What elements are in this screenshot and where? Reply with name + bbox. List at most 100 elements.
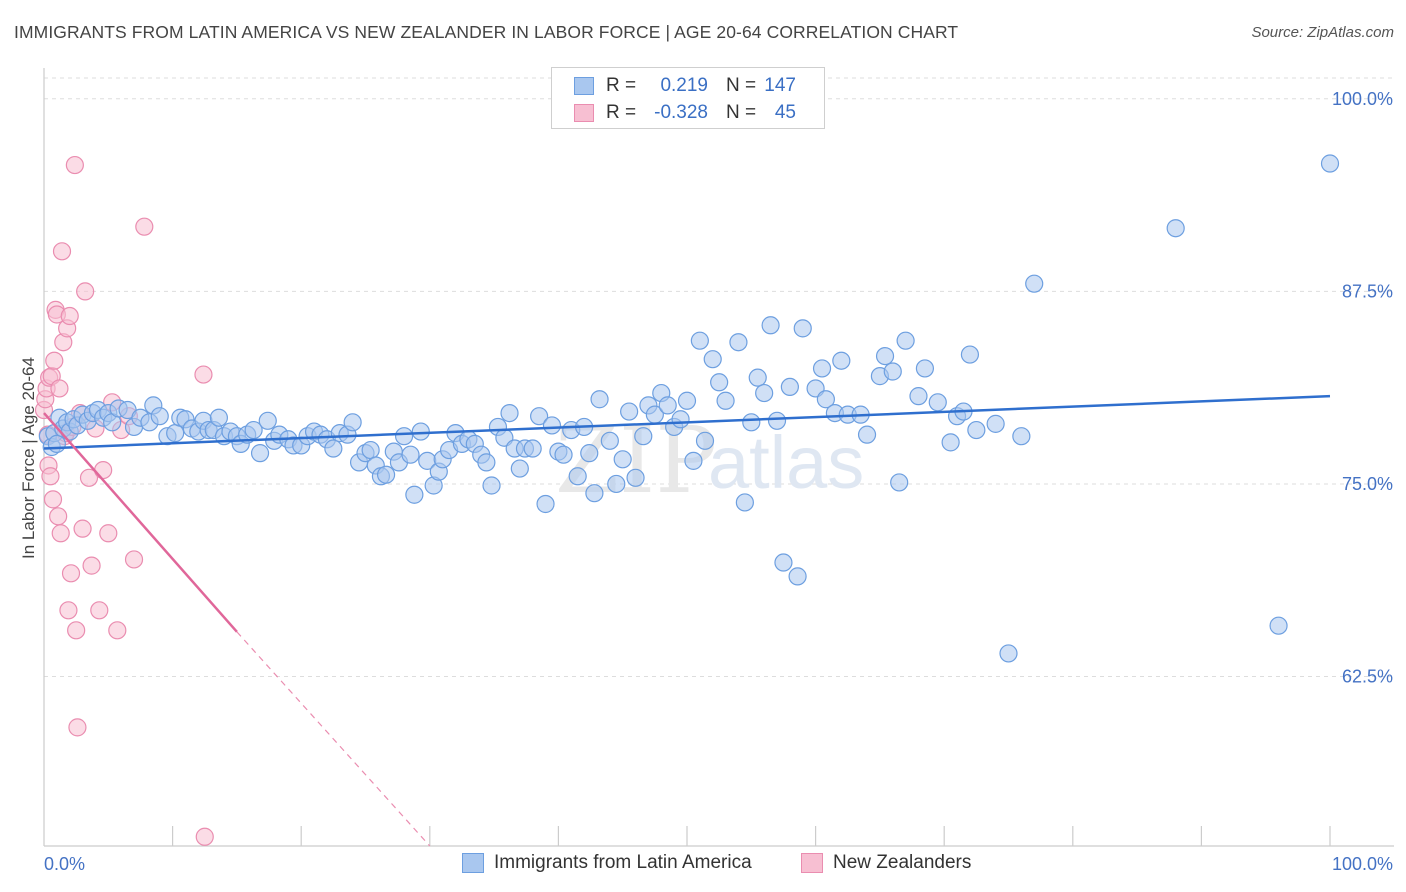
data-point-new-zealanders (61, 564, 81, 583)
legend-swatch-pink (574, 104, 594, 122)
data-point-latin-america (258, 411, 277, 430)
data-point-latin-america (626, 468, 645, 487)
y-tick-label: 100.0% (1332, 89, 1393, 109)
data-point-latin-america (684, 451, 703, 470)
data-point-latin-america (590, 390, 609, 409)
data-point-latin-america (890, 473, 909, 492)
data-point-latin-america (1025, 274, 1044, 293)
data-point-latin-america (928, 393, 947, 412)
legend-label-latin-america: Immigrants from Latin America (494, 852, 752, 873)
legend-r-value: -0.328 (654, 102, 708, 123)
data-point-latin-america (690, 331, 709, 350)
y-tick-label: 87.5% (1342, 281, 1393, 301)
data-point-new-zealanders (94, 460, 113, 480)
data-point-latin-america (324, 439, 343, 458)
data-point-new-zealanders (195, 827, 214, 846)
data-point-latin-america (812, 359, 832, 378)
tick-labels: 62.5% 75.0% 87.5% 100.0% 0.0% 100.0% (44, 89, 1393, 874)
data-point-latin-america (677, 391, 697, 410)
legend-item-new-zealanders[interactable]: New Zealanders (801, 852, 971, 874)
data-point-latin-america (742, 413, 761, 432)
data-point-new-zealanders (82, 556, 101, 575)
data-point-latin-america (960, 345, 980, 364)
data-point-new-zealanders (52, 242, 72, 261)
source-credit: Source: ZipAtlas.com (1251, 24, 1394, 41)
data-point-new-zealanders (76, 282, 95, 301)
data-point-latin-america (816, 390, 835, 409)
data-point-new-zealanders (60, 306, 79, 326)
data-point-latin-america (568, 467, 587, 486)
data-point-new-zealanders (45, 351, 64, 370)
data-point-latin-america (47, 434, 66, 454)
data-point-new-zealanders (51, 524, 70, 543)
data-point-new-zealanders (68, 718, 87, 737)
legend-n-label: N = (726, 102, 757, 123)
data-point-latin-america (755, 383, 774, 403)
data-point-new-zealanders (50, 379, 69, 398)
legend-r-label: R = (606, 102, 637, 123)
legend-row-new-zealanders: R = -0.328 N = 45 (574, 101, 796, 125)
data-point-new-zealanders (43, 490, 63, 509)
data-point-latin-america (695, 431, 715, 450)
data-point-latin-america (729, 333, 748, 352)
data-point-latin-america (703, 350, 722, 369)
data-point-latin-america (613, 450, 632, 469)
legend-swatch-blue (574, 77, 594, 95)
data-point-latin-america (1320, 154, 1340, 173)
data-point-latin-america (482, 476, 501, 495)
trend-lines (43, 394, 1331, 847)
data-point-latin-america (986, 414, 1005, 433)
legend-item-latin-america[interactable]: Immigrants from Latin America (462, 852, 752, 874)
y-axis-label: In Labor Force | Age 20-64 (19, 357, 38, 559)
data-point-latin-america (710, 373, 729, 392)
legend-n-label: N = (726, 75, 757, 96)
data-point-latin-america (774, 553, 793, 572)
data-point-latin-america (607, 474, 626, 494)
data-point-latin-america (671, 410, 690, 429)
series-legend: Immigrants from Latin America New Zealan… (0, 852, 1406, 876)
trend-extension-new-zealanders (236, 631, 431, 847)
legend-row-latin-america: R = 0.219 N = 147 (574, 74, 796, 98)
data-point-latin-america (857, 425, 877, 444)
data-point-latin-america (343, 413, 362, 432)
data-point-latin-america (967, 420, 986, 440)
data-point-new-zealanders (79, 468, 99, 487)
data-point-latin-america (376, 465, 396, 484)
data-point-latin-america (250, 444, 270, 463)
data-point-latin-america (761, 316, 780, 335)
legend-swatch-pink (801, 853, 823, 873)
data-point-new-zealanders (90, 601, 109, 620)
legend-swatch-blue (462, 853, 484, 873)
data-point-latin-america (209, 408, 228, 427)
data-point-latin-america (941, 433, 960, 452)
axes (43, 68, 1394, 847)
data-point-latin-america (748, 368, 767, 387)
data-point-latin-america (405, 485, 424, 504)
data-point-latin-america (585, 484, 604, 503)
data-point-latin-america (510, 459, 529, 478)
data-point-latin-america (477, 453, 496, 472)
data-point-latin-america (875, 346, 895, 366)
data-point-latin-america (600, 431, 619, 450)
x-tick-label: 100.0% (1332, 854, 1393, 874)
chart-title: IMMIGRANTS FROM LATIN AMERICA VS NEW ZEA… (14, 22, 959, 42)
data-point-latin-america (883, 362, 902, 381)
data-point-new-zealanders (99, 524, 118, 543)
data-point-latin-america (580, 444, 599, 463)
data-point-new-zealanders (49, 507, 68, 526)
legend-n-value: 45 (774, 102, 796, 123)
data-point-new-zealanders (41, 467, 60, 486)
trend-line-latin-america (43, 394, 1331, 450)
data-point-new-zealanders (135, 217, 154, 236)
data-point-latin-america (1269, 616, 1288, 635)
data-point-latin-america (832, 351, 851, 370)
y-tick-label: 75.0% (1342, 474, 1393, 494)
data-point-latin-america (554, 445, 573, 464)
data-point-latin-america (896, 331, 915, 350)
data-point-latin-america (658, 396, 677, 415)
data-point-new-zealanders (67, 621, 86, 640)
data-point-new-zealanders (124, 550, 144, 569)
legend-n-value: 147 (764, 75, 796, 96)
data-point-latin-america (716, 391, 735, 410)
